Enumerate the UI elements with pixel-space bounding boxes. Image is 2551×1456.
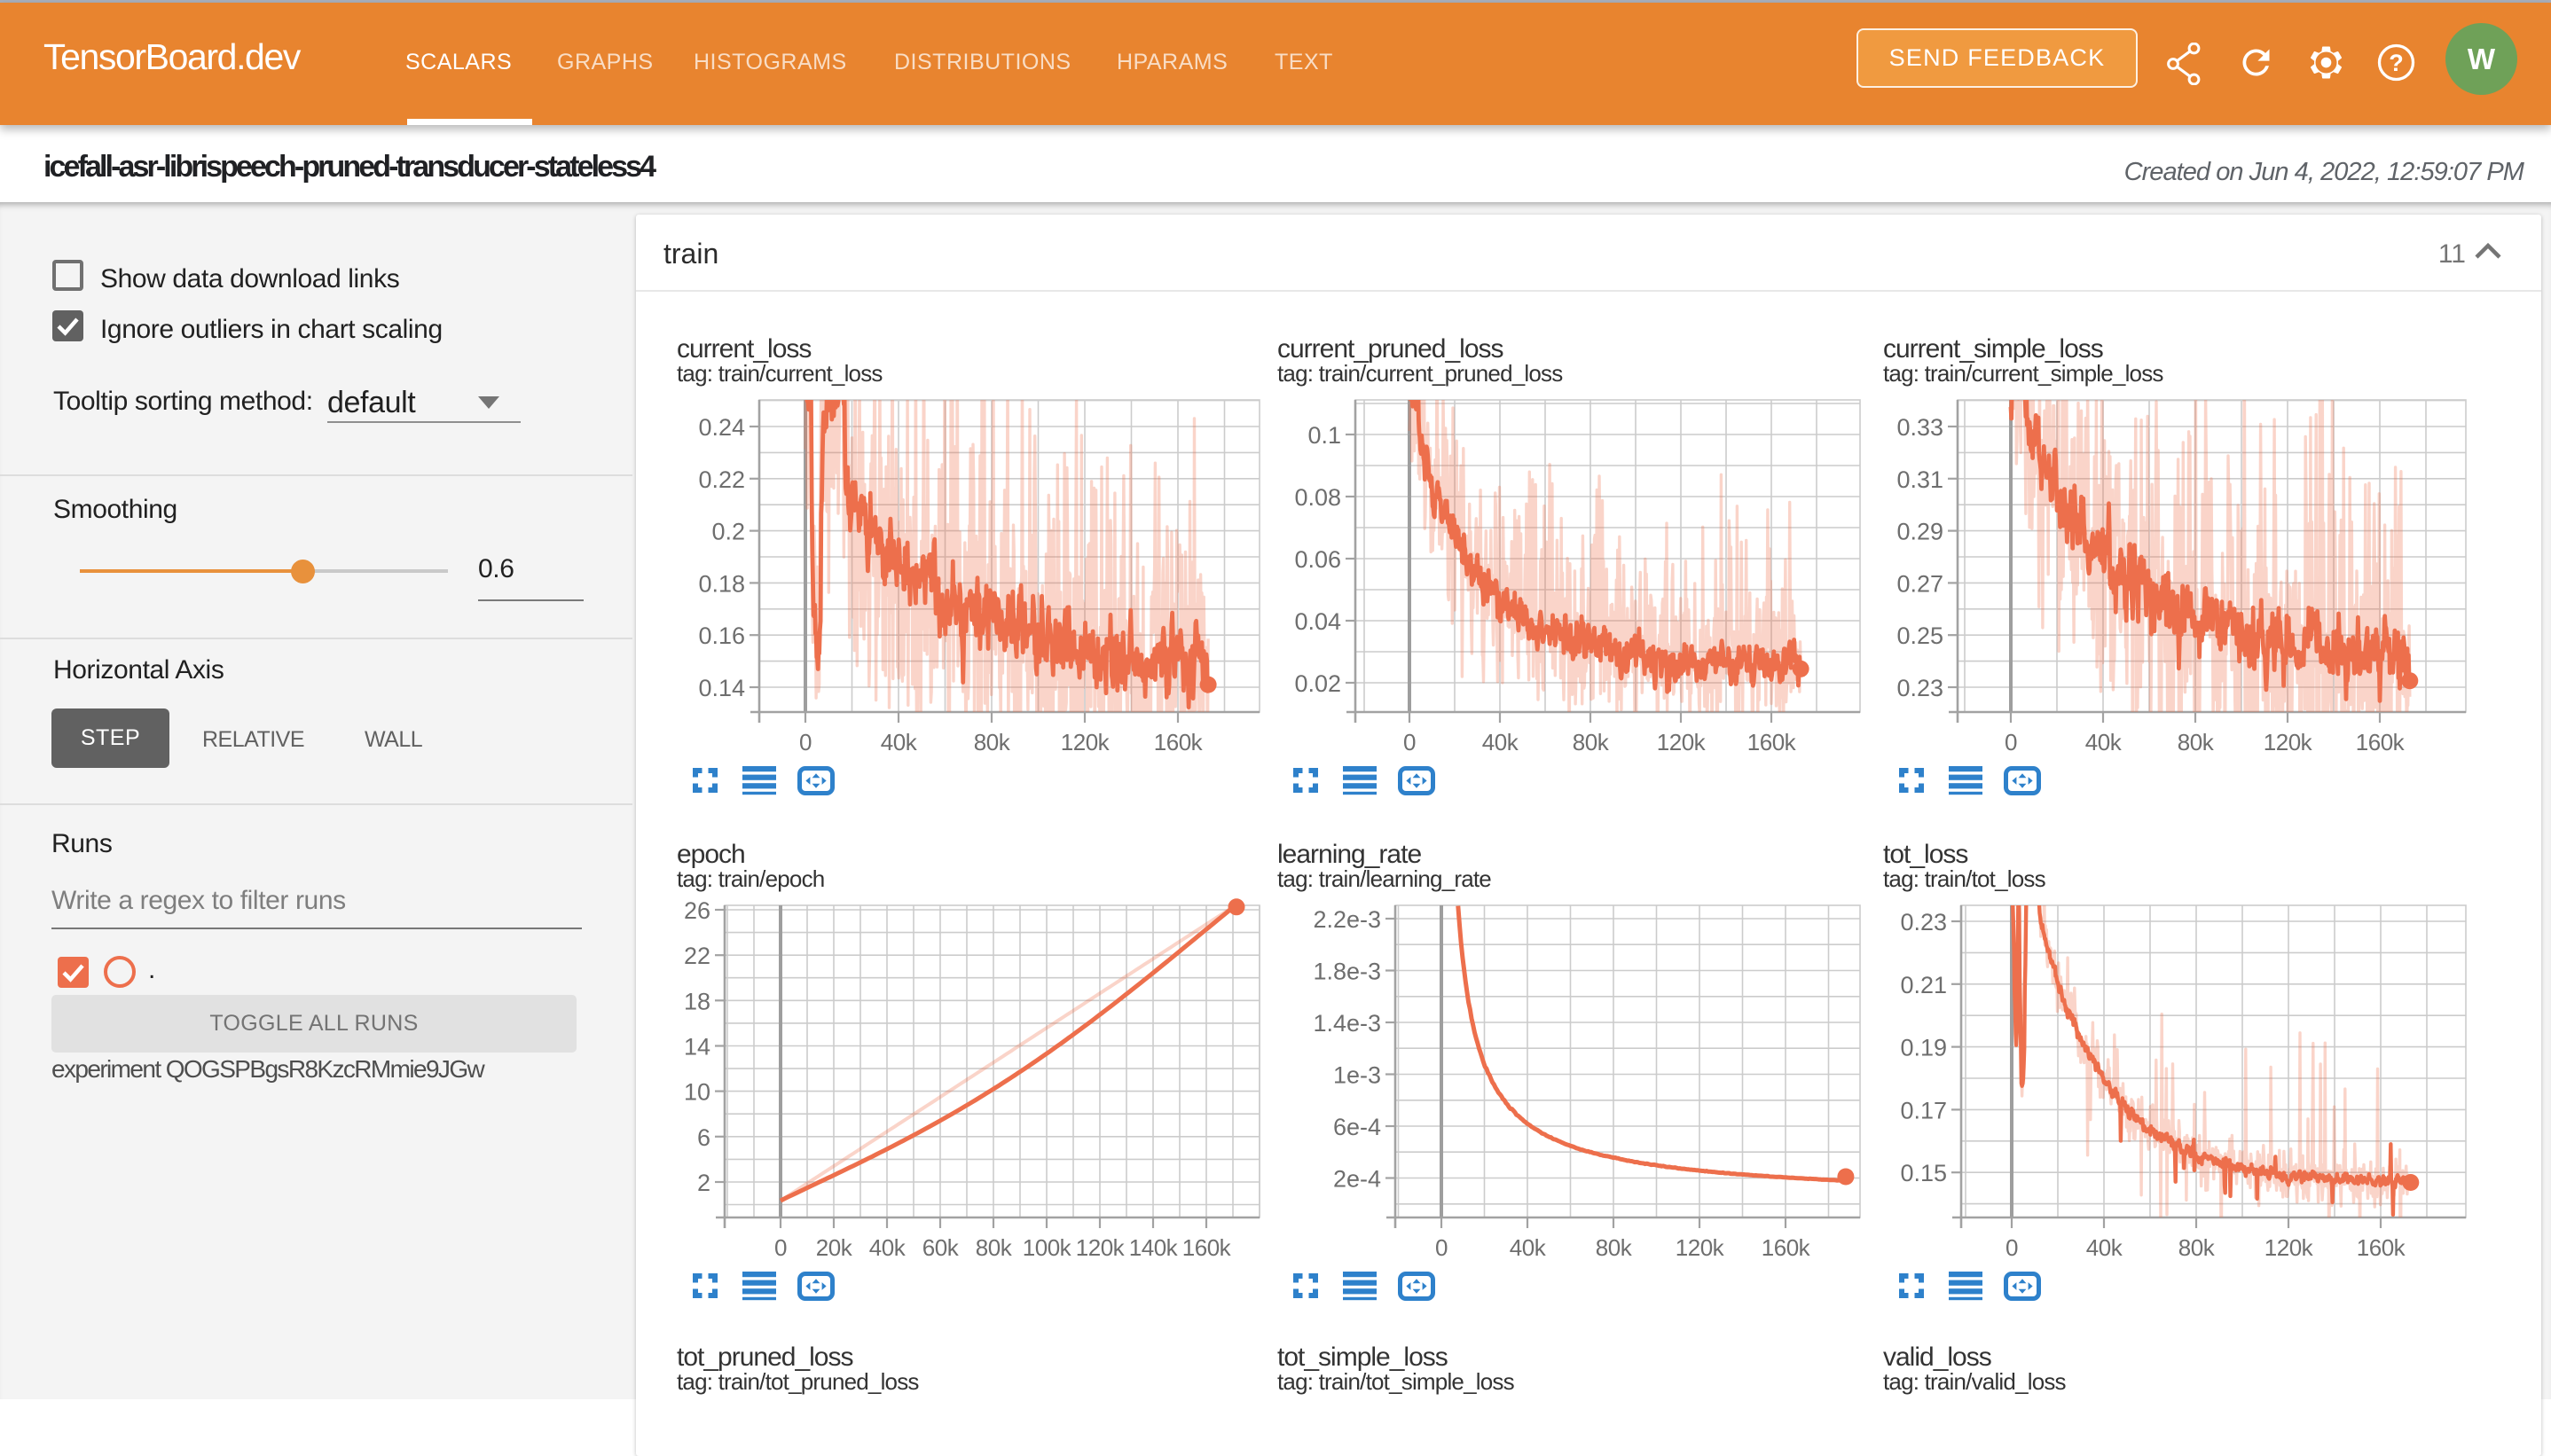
svg-text:120k: 120k xyxy=(2265,1234,2314,1261)
svg-text:80k: 80k xyxy=(2178,729,2215,755)
svg-text:0.2: 0.2 xyxy=(711,519,745,545)
svg-text:0.17: 0.17 xyxy=(1900,1097,1947,1123)
svg-text:0.24: 0.24 xyxy=(698,414,745,441)
svg-text:40k: 40k xyxy=(2085,729,2123,755)
svg-text:0.25: 0.25 xyxy=(1896,622,1943,649)
svg-text:tag: train/tot_pruned_loss: tag: train/tot_pruned_loss xyxy=(677,1368,919,1395)
svg-text:10: 10 xyxy=(684,1079,710,1106)
svg-text:120k: 120k xyxy=(1076,1234,1126,1261)
svg-text:160k: 160k xyxy=(1182,1234,1232,1261)
svg-text:tag: train/epoch: tag: train/epoch xyxy=(677,865,824,892)
svg-text:?: ? xyxy=(2389,50,2404,76)
svg-text:80k: 80k xyxy=(1596,1234,1633,1261)
svg-text:60k: 60k xyxy=(922,1234,960,1261)
svg-text:40k: 40k xyxy=(881,729,918,755)
svg-text:valid_loss: valid_loss xyxy=(1883,1342,1991,1372)
svg-text:120k: 120k xyxy=(1657,729,1707,755)
svg-text:0.08: 0.08 xyxy=(1294,484,1341,511)
svg-text:0: 0 xyxy=(2005,729,2017,755)
svg-text:1.4e-3: 1.4e-3 xyxy=(1313,1010,1381,1037)
svg-text:20k: 20k xyxy=(816,1234,853,1261)
svg-text:current_pruned_loss: current_pruned_loss xyxy=(1277,334,1503,364)
svg-text:160k: 160k xyxy=(1762,1234,1811,1261)
svg-text:40k: 40k xyxy=(869,1234,907,1261)
svg-text:18: 18 xyxy=(684,988,710,1014)
svg-text:epoch: epoch xyxy=(677,840,745,869)
svg-text:22: 22 xyxy=(684,943,710,969)
svg-text:0.31: 0.31 xyxy=(1896,466,1943,493)
svg-text:2: 2 xyxy=(697,1170,710,1196)
svg-text:tag: train/valid_loss: tag: train/valid_loss xyxy=(1883,1368,2067,1395)
svg-text:40k: 40k xyxy=(1510,1234,1547,1261)
svg-text:0.14: 0.14 xyxy=(698,675,745,701)
svg-text:tot_pruned_loss: tot_pruned_loss xyxy=(677,1342,853,1372)
svg-text:160k: 160k xyxy=(2356,729,2406,755)
svg-text:0.23: 0.23 xyxy=(1900,909,1947,935)
svg-text:80k: 80k xyxy=(976,1234,1013,1261)
svg-text:14: 14 xyxy=(684,1034,710,1061)
svg-text:0.16: 0.16 xyxy=(698,622,745,649)
svg-text:0.06: 0.06 xyxy=(1294,546,1341,573)
svg-text:0: 0 xyxy=(774,1234,787,1261)
svg-text:0: 0 xyxy=(1435,1234,1448,1261)
svg-text:0: 0 xyxy=(799,729,812,755)
svg-text:0.19: 0.19 xyxy=(1900,1035,1947,1061)
svg-text:tag: train/current_simple_loss: tag: train/current_simple_loss xyxy=(1883,360,2163,387)
svg-text:0.23: 0.23 xyxy=(1896,675,1943,701)
svg-text:0.33: 0.33 xyxy=(1896,414,1943,441)
svg-text:current_loss: current_loss xyxy=(677,334,811,364)
svg-text:0.04: 0.04 xyxy=(1294,608,1341,635)
svg-text:tag: train/tot_loss: tag: train/tot_loss xyxy=(1883,865,2046,892)
svg-text:1.8e-3: 1.8e-3 xyxy=(1313,959,1381,985)
svg-text:0: 0 xyxy=(1403,729,1416,755)
svg-text:0: 0 xyxy=(2005,1234,2018,1261)
svg-text:tot_simple_loss: tot_simple_loss xyxy=(1277,1342,1448,1372)
svg-text:80k: 80k xyxy=(974,729,1011,755)
svg-text:tag: train/current_loss: tag: train/current_loss xyxy=(677,360,883,387)
svg-text:1e-3: 1e-3 xyxy=(1333,1062,1381,1089)
svg-text:80k: 80k xyxy=(1573,729,1610,755)
svg-text:80k: 80k xyxy=(2178,1234,2216,1261)
svg-text:0.21: 0.21 xyxy=(1900,972,1947,998)
svg-text:140k: 140k xyxy=(1129,1234,1179,1261)
svg-text:120k: 120k xyxy=(1061,729,1111,755)
svg-text:6: 6 xyxy=(697,1124,710,1151)
svg-text:0.18: 0.18 xyxy=(698,570,745,597)
svg-text:0.29: 0.29 xyxy=(1896,519,1943,545)
svg-text:160k: 160k xyxy=(1747,729,1797,755)
svg-text:0.22: 0.22 xyxy=(698,466,745,493)
svg-text:2.2e-3: 2.2e-3 xyxy=(1313,906,1381,933)
svg-text:160k: 160k xyxy=(1154,729,1204,755)
svg-text:tag: train/current_pruned_loss: tag: train/current_pruned_loss xyxy=(1277,360,1563,387)
svg-text:0.15: 0.15 xyxy=(1900,1160,1947,1186)
svg-text:120k: 120k xyxy=(2264,729,2313,755)
svg-text:current_simple_loss: current_simple_loss xyxy=(1883,334,2103,364)
svg-text:2e-4: 2e-4 xyxy=(1333,1166,1381,1193)
svg-text:120k: 120k xyxy=(1676,1234,1725,1261)
svg-text:40k: 40k xyxy=(1482,729,1519,755)
svg-text:160k: 160k xyxy=(2357,1234,2406,1261)
svg-text:tag: train/learning_rate: tag: train/learning_rate xyxy=(1277,865,1491,892)
svg-text:26: 26 xyxy=(684,897,710,924)
svg-text:learning_rate: learning_rate xyxy=(1277,840,1421,869)
svg-text:0.1: 0.1 xyxy=(1307,422,1341,449)
svg-text:tot_loss: tot_loss xyxy=(1883,840,1967,869)
svg-text:100k: 100k xyxy=(1023,1234,1072,1261)
svg-text:0.27: 0.27 xyxy=(1896,570,1943,597)
svg-text:tag: train/tot_simple_loss: tag: train/tot_simple_loss xyxy=(1277,1368,1515,1395)
svg-text:0.02: 0.02 xyxy=(1294,670,1341,697)
svg-text:6e-4: 6e-4 xyxy=(1333,1114,1381,1140)
svg-text:40k: 40k xyxy=(2086,1234,2123,1261)
